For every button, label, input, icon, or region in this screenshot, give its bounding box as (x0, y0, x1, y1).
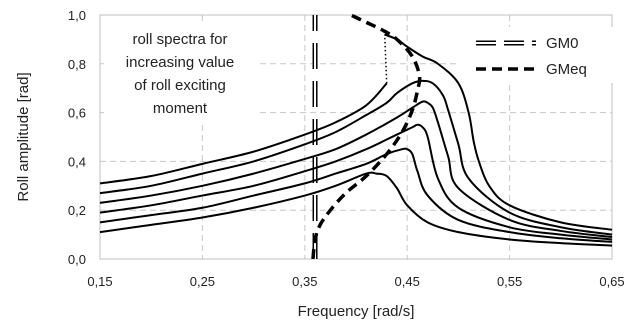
x-tick-label: 0,65 (599, 274, 624, 289)
plot-frame (99, 14, 613, 260)
annotation: roll spectra for increasing value of rol… (104, 24, 258, 122)
x-tick-label: 0,55 (497, 274, 522, 289)
legend-background (460, 27, 618, 83)
series-layer (99, 13, 613, 260)
roll-spectrum-curve (99, 147, 613, 243)
y-tick-label: 0,2 (68, 203, 86, 218)
roll-spectrum-curve (99, 82, 388, 185)
roll-spectrum-curve (99, 123, 613, 241)
y-tick-label: 0,4 (68, 154, 86, 169)
annotation-background (104, 24, 258, 122)
y-tick-label: 0,8 (68, 57, 86, 72)
y-tick-label: 1,0 (68, 8, 86, 23)
x-tick-label: 0,45 (395, 274, 420, 289)
roll-spectrum-curve (99, 171, 613, 247)
x-axis-title: Frequency [rad/s] (298, 303, 415, 320)
axes-layer: 0,15 0,25 0,35 0,45 0,55 0,65 0,0 0,2 0,4 0,6 0,8 1… (68, 8, 625, 289)
y-axis-title: Roll amplitude [rad] (15, 72, 32, 201)
x-tick-label: 0,35 (292, 274, 317, 289)
gmeq-line (311, 13, 422, 260)
annotation-line-4: moment (153, 100, 208, 117)
annotation-line-1: roll spectra for (132, 31, 227, 48)
legend: GM0 GMeq (460, 27, 618, 83)
y-tick-label: 0,0 (68, 252, 86, 267)
roll-spectrum-curve (99, 100, 613, 239)
annotation-line-2: increasing value (126, 54, 234, 71)
roll-spectrum-curve (384, 33, 613, 231)
legend-label-gmeq: GMeq (546, 61, 587, 78)
x-tick-label: 0,25 (190, 274, 215, 289)
annotation-line-3: of roll exciting (134, 77, 226, 94)
y-tick-label: 0,6 (68, 106, 86, 121)
jump-connector (383, 34, 388, 84)
legend-label-gm0: GM0 (546, 35, 579, 52)
x-tick-label: 0,15 (87, 274, 112, 289)
roll-spectrum-curve (99, 79, 613, 236)
